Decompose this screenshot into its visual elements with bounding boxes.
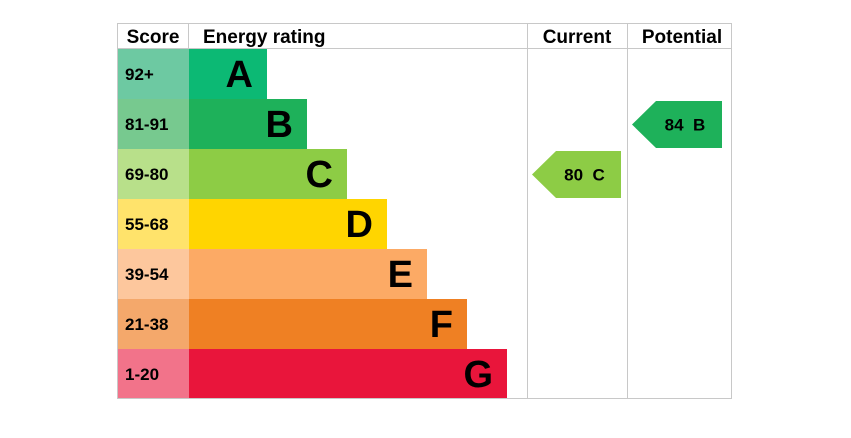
rating-indicators: 80 C 84 B — [532, 101, 722, 198]
potential-rating-arrow — [632, 101, 722, 148]
score-label-d: 55-68 — [125, 215, 168, 234]
band-bar-b — [189, 99, 307, 149]
band-letter-e: E — [388, 254, 413, 296]
band-letter-a: A — [226, 54, 253, 96]
score-cell-a — [117, 49, 189, 99]
score-cell-e — [117, 249, 189, 299]
score-cell-b — [117, 99, 189, 149]
header-potential: Potential — [642, 27, 722, 48]
header-energy-rating: Energy rating — [203, 27, 325, 48]
score-label-e: 39-54 — [125, 265, 169, 284]
grid-lines — [117, 23, 732, 399]
band-letter-f: F — [430, 304, 453, 346]
band-bar-d — [189, 199, 387, 249]
current-rating-label: 80 C — [564, 166, 605, 185]
score-cell-f — [117, 299, 189, 349]
band-bar-f — [189, 299, 467, 349]
band-letter-g: G — [463, 354, 493, 396]
potential-rating-label: 84 B — [665, 116, 706, 135]
score-cell-c — [117, 149, 189, 199]
band-bar-e — [189, 249, 427, 299]
header-current: Current — [543, 27, 612, 48]
current-rating-arrow — [532, 151, 621, 198]
outer-border — [117, 23, 732, 399]
band-letter-b: B — [266, 104, 293, 146]
header-score: Score — [127, 27, 180, 48]
score-cell-g — [117, 349, 189, 399]
score-label-f: 21-38 — [125, 315, 168, 334]
band-bar-g — [189, 349, 507, 399]
score-label-a: 92+ — [125, 65, 154, 84]
score-label-c: 69-80 — [125, 165, 168, 184]
band-bar-a — [189, 49, 267, 99]
band-bar-c — [189, 149, 347, 199]
score-cell-d — [117, 199, 189, 249]
rating-bands: 92+ A 81-91 B 69-80 C 55-68 D 39-54 E 21-38 F 1-20 G — [117, 49, 507, 399]
band-letter-d: D — [346, 204, 373, 246]
band-letter-c: C — [306, 154, 333, 196]
score-label-b: 81-91 — [125, 115, 168, 134]
score-label-g: 1-20 — [125, 365, 159, 384]
